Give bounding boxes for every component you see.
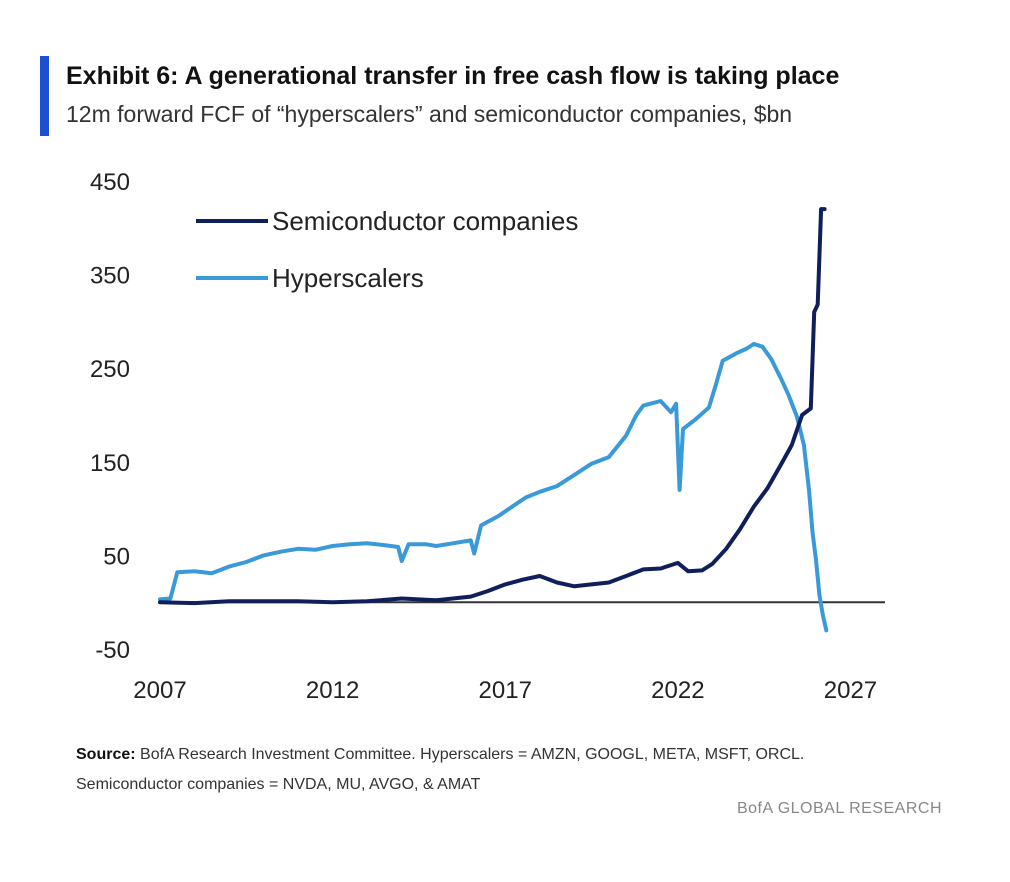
legend: Semiconductor companies Hyperscalers (196, 206, 578, 293)
source-label: Source: (76, 746, 136, 763)
x-tick-label: 2017 (479, 677, 532, 704)
x-tick-label: 2012 (306, 677, 359, 704)
y-tick-label: 50 (103, 543, 130, 570)
y-tick-label: -50 (95, 637, 130, 664)
source-line-2: Semiconductor companies = NVDA, MU, AVGO… (76, 776, 481, 793)
chart-subtitle: 12m forward FCF of “hyperscalers” and se… (66, 101, 793, 127)
legend-label: Semiconductor companies (272, 206, 578, 236)
line-chart: -50 50 150 250 350 450 2007 2012 2017 2022 2027 S… (90, 169, 885, 704)
source-line-1: Source: BofA Research Investment Committ… (76, 740, 804, 770)
y-tick-label: 450 (90, 169, 130, 196)
chart-title: Exhibit 6: A generational transfer in fr… (66, 62, 840, 90)
x-tick-label: 2022 (651, 677, 704, 704)
brand-mark: BofA GLOBAL RESEARCH (736, 800, 942, 817)
y-tick-label: 350 (90, 263, 130, 290)
series-line-hyperscalers (158, 341, 829, 633)
y-tick-label: 150 (90, 450, 130, 477)
title-accent-bar (40, 56, 49, 136)
x-tick-label: 2007 (133, 677, 186, 704)
legend-label: Hyperscalers (272, 263, 424, 293)
source-text-1: BofA Research Investment Committee. Hype… (140, 746, 805, 763)
series-line-semiconductor-companies (158, 207, 827, 606)
source-note: Source: BofA Research Investment Committ… (76, 740, 804, 800)
x-tick-label: 2027 (824, 677, 877, 704)
series-layer (158, 207, 829, 633)
y-axis-ticks: -50 50 150 250 350 450 (90, 169, 130, 664)
y-tick-label: 250 (90, 356, 130, 383)
x-axis-ticks: 2007 2012 2017 2022 2027 (133, 677, 877, 704)
